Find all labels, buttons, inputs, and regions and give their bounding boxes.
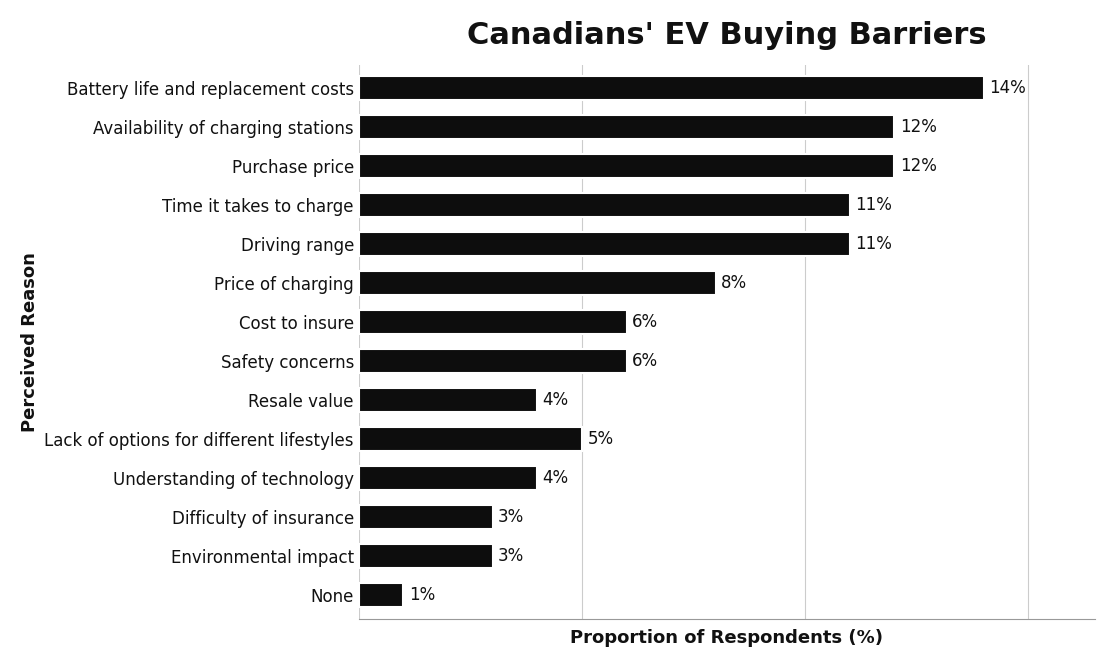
Bar <box>358 76 983 100</box>
Text: 12%: 12% <box>899 118 936 136</box>
Bar <box>358 583 403 607</box>
Y-axis label: Perceived Reason: Perceived Reason <box>21 252 39 432</box>
Text: 8%: 8% <box>721 274 748 292</box>
Text: 11%: 11% <box>855 235 892 253</box>
Title: Canadians' EV Buying Barriers: Canadians' EV Buying Barriers <box>468 21 987 50</box>
Bar <box>358 544 492 568</box>
Bar <box>358 232 849 257</box>
Text: 12%: 12% <box>899 157 936 175</box>
Text: 5%: 5% <box>587 430 614 448</box>
Bar <box>358 271 715 295</box>
Bar <box>358 427 581 452</box>
Text: 4%: 4% <box>542 391 569 409</box>
Text: 1%: 1% <box>408 587 435 605</box>
Bar <box>358 193 849 217</box>
Text: 6%: 6% <box>632 313 658 331</box>
Bar <box>358 154 894 178</box>
X-axis label: Proportion of Respondents (%): Proportion of Respondents (%) <box>570 629 884 647</box>
Text: 4%: 4% <box>542 470 569 487</box>
Text: 3%: 3% <box>498 508 525 526</box>
Bar <box>358 388 537 412</box>
Bar <box>358 115 894 139</box>
Bar <box>358 310 626 334</box>
Text: 14%: 14% <box>989 79 1026 97</box>
Bar <box>358 349 626 373</box>
Text: 3%: 3% <box>498 547 525 565</box>
Bar <box>358 505 492 530</box>
Bar <box>358 466 537 490</box>
Text: 6%: 6% <box>632 352 658 370</box>
Text: 11%: 11% <box>855 196 892 214</box>
